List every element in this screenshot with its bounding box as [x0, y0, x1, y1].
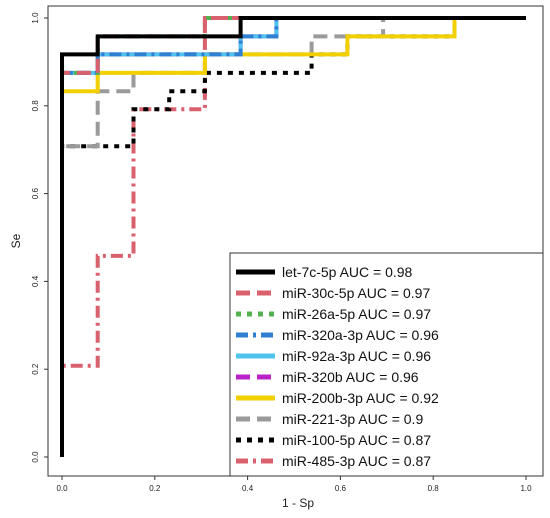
y-axis-label: Se — [9, 233, 23, 248]
legend-label: miR-100-5p AUC = 0.87 — [282, 432, 431, 448]
x-tick-label: 0.8 — [428, 484, 440, 493]
roc-series-line — [60, 16, 526, 457]
legend: let-7c-5p AUC = 0.98 miR-30c-5p AUC = 0.9… — [229, 252, 544, 477]
roc-series-line — [60, 16, 526, 457]
legend-label: miR-200b-3p AUC = 0.92 — [282, 390, 439, 406]
y-tick-label: 0.4 — [31, 275, 40, 287]
y-tick-label: 0.0 — [31, 451, 40, 463]
roc-series-line — [60, 16, 526, 457]
series-layer — [60, 16, 526, 457]
y-tick-label: 0.2 — [31, 363, 40, 375]
y-tick-label: 0.6 — [31, 187, 40, 199]
axis-ticks: 0.0 0.2 0.4 0.6 0.8 1.0 0.0 0.2 0.4 0.6 0.8 1.0 — [31, 12, 532, 493]
legend-box — [229, 252, 544, 477]
x-tick-label: 1.0 — [520, 484, 532, 493]
y-tick-label: 0.8 — [31, 100, 40, 112]
x-axis-label: 1 - Sp — [282, 496, 314, 510]
legend-label: miR-320b AUC = 0.96 — [282, 369, 419, 385]
legend-label: let-7c-5p AUC = 0.98 — [282, 264, 413, 280]
legend-label: miR-92a-3p AUC = 0.96 — [282, 348, 431, 364]
legend-label: miR-320a-3p AUC = 0.96 — [282, 327, 439, 343]
x-tick-label: 0.6 — [335, 484, 347, 493]
x-tick-label: 0.0 — [56, 484, 68, 493]
legend-label: miR-221-3p AUC = 0.9 — [282, 411, 423, 427]
legend-label: miR-30c-5p AUC = 0.97 — [282, 285, 430, 301]
x-tick-label: 0.4 — [242, 484, 254, 493]
y-tick-label: 1.0 — [31, 12, 40, 24]
legend-label: miR-26a-5p AUC = 0.97 — [282, 306, 431, 322]
x-tick-label: 0.2 — [149, 484, 161, 493]
legend-label: miR-485-3p AUC = 0.87 — [282, 453, 431, 469]
